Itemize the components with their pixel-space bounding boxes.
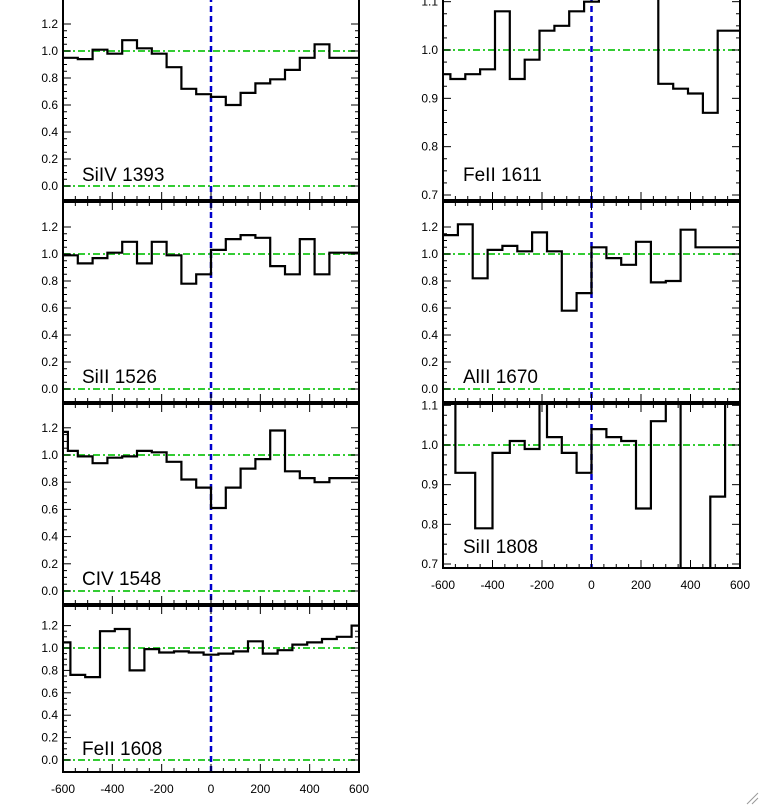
ion-label: SiII 1808 — [463, 537, 538, 558]
x-tick-label: -600 — [431, 578, 455, 592]
x-tick-label: -400 — [100, 782, 124, 796]
y-tick-label: 0.0 — [41, 753, 58, 767]
y-tick-label: 1.0 — [41, 247, 58, 261]
ion-label: SiII 1526 — [82, 367, 157, 388]
x-tick-label: 0 — [588, 578, 595, 592]
ion-label: FeII 1611 — [463, 165, 542, 186]
y-tick-label: 0.2 — [41, 557, 58, 571]
y-tick-label: 0.8 — [41, 475, 58, 489]
ion-label: AlII 1670 — [463, 367, 538, 388]
y-tick-label: 1.2 — [41, 17, 58, 31]
y-tick-label: 0.2 — [41, 152, 58, 166]
spectrum-step-line — [63, 429, 359, 510]
y-tick-label: 0.0 — [41, 179, 58, 193]
ion-label: SiIV 1393 — [82, 165, 164, 186]
spectrum-step-line — [63, 39, 359, 107]
panel-plot-area — [443, 0, 740, 200]
y-tick-label: 0.9 — [421, 91, 438, 105]
y-tick-label: 1.0 — [41, 641, 58, 655]
y-tick-label: 0.9 — [421, 478, 438, 492]
spectrum-step-line — [443, 223, 740, 312]
y-tick-label: 0.4 — [421, 328, 438, 342]
y-tick-label: 1.2 — [41, 421, 58, 435]
panel-plot-area — [443, 202, 740, 402]
y-tick-label: 0.0 — [41, 382, 58, 396]
y-tick-label: 1.0 — [41, 448, 58, 462]
y-tick-label: 1.1 — [421, 398, 438, 412]
y-tick-label: 0.6 — [421, 301, 438, 315]
spectrum-step-line — [454, 404, 727, 568]
y-tick-label: 0.8 — [41, 663, 58, 677]
panel-feii-1611: 0.7 0.8 0.9 1.0 1.1 FeII 1611 — [421, 0, 741, 202]
x-tick-label: -200 — [530, 578, 554, 592]
x-tick-label: 600 — [349, 782, 369, 796]
y-tick-label: 0.4 — [41, 125, 58, 139]
x-tick-label: 200 — [250, 782, 270, 796]
x-tick-label: -600 — [51, 782, 75, 796]
y-tick-label: 0.4 — [41, 708, 58, 722]
y-tick-label: 0.8 — [41, 71, 58, 85]
y-tick-label: 0.8 — [421, 140, 438, 154]
x-tick-label: 200 — [631, 578, 651, 592]
panel-plot-area — [63, 202, 359, 402]
y-tick-label: 0.0 — [421, 382, 438, 396]
x-tick-label: -200 — [150, 782, 174, 796]
panel-plot-area — [63, 0, 359, 200]
y-tick-label: 0.4 — [41, 530, 58, 544]
y-tick-label: 0.8 — [421, 517, 438, 531]
y-tick-label: 0.8 — [41, 274, 58, 288]
y-tick-label: 1.2 — [41, 220, 58, 234]
spectrum-step-line — [63, 234, 359, 285]
y-tick-label: 1.0 — [421, 438, 438, 452]
panel-plot-area — [63, 404, 359, 604]
y-tick-label: 0.7 — [421, 188, 438, 202]
y-tick-label: 0.7 — [421, 557, 438, 571]
y-tick-label: 1.2 — [41, 619, 58, 633]
panel-siii-1526: 0.0 0.2 0.4 0.6 0.8 1.0 1.2 SiII 1526 — [41, 201, 360, 403]
y-tick-label: 1.2 — [421, 220, 438, 234]
y-tick-label: 0.2 — [41, 355, 58, 369]
x-tick-label: 400 — [680, 578, 700, 592]
x-tick-label: 0 — [208, 782, 215, 796]
spectrum-step-line — [63, 624, 359, 679]
ion-label: FeII 1608 — [82, 739, 162, 760]
y-tick-label: 0.6 — [41, 98, 58, 112]
resize-grip-icon — [746, 792, 759, 805]
y-tick-label: 1.1 — [421, 0, 438, 9]
panel-feii-1608: 0.0 0.2 0.4 0.6 0.8 1.0 1.2 -600 -400 -200 0 200 400… — [41, 605, 369, 796]
y-tick-label: 0.2 — [41, 731, 58, 745]
y-tick-label: 1.0 — [421, 247, 438, 261]
y-tick-label: 0.8 — [421, 274, 438, 288]
y-tick-label: 1.0 — [41, 44, 58, 58]
panel-siiv-1393: 0.0 0.2 0.4 0.6 0.8 1.0 1.2 SiIV 1393 — [41, 0, 360, 201]
y-tick-label: 0.4 — [41, 328, 58, 342]
panel-civ-1548: 0.0 0.2 0.4 0.6 0.8 1.0 1.2 CIV 1548 — [41, 403, 360, 605]
x-tick-label: 400 — [300, 782, 320, 796]
y-tick-label: 0.6 — [41, 502, 58, 516]
y-tick-label: 0.0 — [41, 584, 58, 598]
x-tick-label: 600 — [730, 578, 750, 592]
y-tick-label: 1.0 — [421, 43, 438, 57]
panel-siii-1808: 0.7 0.8 0.9 1.0 1.1 -600 -400 -200 0 200 400 600 SiI… — [421, 398, 750, 592]
y-tick-label: 0.2 — [421, 355, 438, 369]
y-tick-label: 0.6 — [41, 686, 58, 700]
panel-plot-area — [443, 404, 740, 568]
spectrum-step-line — [443, 0, 740, 114]
y-tick-label: 0.6 — [41, 301, 58, 315]
x-tick-label: -400 — [480, 578, 504, 592]
ion-label: CIV 1548 — [82, 569, 161, 590]
panel-alii-1670: 0.0 0.2 0.4 0.6 0.8 1.0 1.2 AlII 1670 — [421, 201, 741, 403]
panel-plot-area — [63, 606, 359, 772]
